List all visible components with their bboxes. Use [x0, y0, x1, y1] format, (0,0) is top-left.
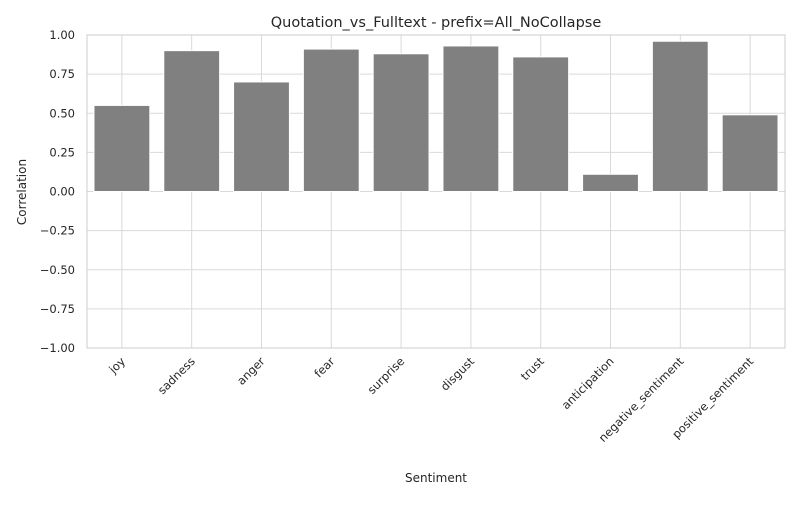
bars-layer	[93, 40, 779, 193]
bar-positive_sentiment	[721, 114, 779, 192]
y-tick-label: 0.50	[49, 106, 75, 120]
y-tick-label: 1.00	[49, 28, 75, 42]
bar-disgust	[442, 45, 500, 192]
x-tick-label-joy: joy	[105, 354, 128, 377]
x-tick-label-anticipation: anticipation	[559, 354, 617, 412]
y-tick-label: 0.75	[49, 67, 75, 81]
x-tick-label-surprise: surprise	[365, 354, 408, 397]
y-tick-label: 0.25	[49, 145, 75, 159]
y-tick-label: −0.50	[40, 263, 75, 277]
x-tick-label-disgust: disgust	[438, 354, 478, 394]
y-tick-label: 0.00	[49, 185, 75, 199]
bar-fear	[302, 48, 360, 192]
y-axis-label: Correlation	[15, 159, 29, 225]
bar-sadness	[163, 50, 221, 193]
x-tick-label-sadness: sadness	[155, 354, 198, 397]
x-tick-labels: joy sadness anger fear surprise disgust trust a…	[105, 354, 756, 445]
bar-trust	[512, 56, 570, 192]
x-tick-label-anger: anger	[234, 354, 268, 388]
x-tick-label-fear: fear	[311, 354, 337, 380]
x-axis-label: Sentiment	[405, 471, 467, 485]
x-tick-label-trust: trust	[518, 354, 547, 383]
y-tick-label: −0.25	[40, 224, 75, 238]
y-tick-label: −0.75	[40, 302, 75, 316]
plot-frame	[86, 34, 786, 349]
chart-title: Quotation_vs_Fulltext - prefix=All_NoCol…	[271, 15, 602, 31]
bar-anger	[233, 81, 290, 192]
y-tick-label: −1.00	[40, 341, 75, 355]
y-tick-labels: 1.00 0.75 0.50 0.25 0.00 −0.25 −0.50 −0.75 −1.00	[40, 28, 75, 355]
bar-joy	[93, 104, 151, 192]
bar-negative_sentiment	[651, 40, 709, 193]
bar-surprise	[372, 53, 430, 192]
bar-anticipation	[582, 173, 639, 193]
